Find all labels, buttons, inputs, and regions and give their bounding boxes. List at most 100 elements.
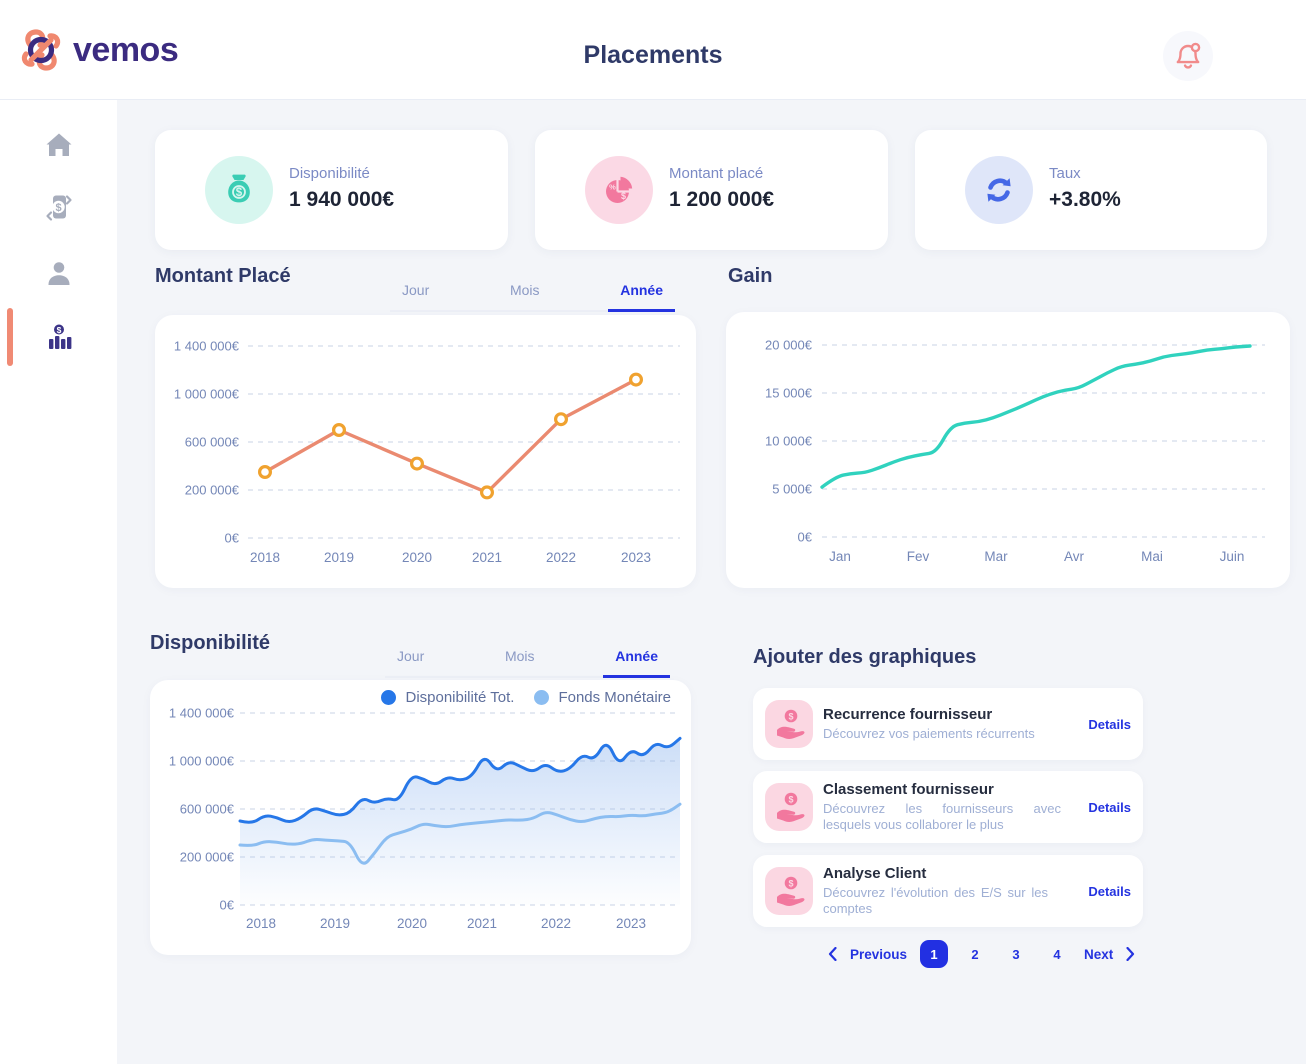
section-title-disponibilite: Disponibilité — [150, 632, 270, 654]
tab-jour[interactable]: Jour — [397, 648, 425, 664]
sidebar: $ $ — [0, 100, 117, 1064]
stat-label: Taux — [1049, 165, 1081, 182]
x-tick-label: 2018 — [246, 916, 276, 931]
add-card-recurrence-fournisseur[interactable]: $ Recurrence fournisseur Découvrez vos p… — [753, 688, 1143, 760]
add-card-analyse-client[interactable]: $ Analyse Client Découvrez l'évolution d… — [753, 855, 1143, 927]
svg-text:%: % — [609, 183, 616, 192]
page-3[interactable]: 3 — [1012, 946, 1020, 962]
x-tick-label: 2023 — [616, 916, 646, 931]
next-button[interactable]: Next — [1084, 946, 1114, 962]
y-tick-label: 600 000€ — [185, 435, 240, 450]
x-tick-label: 2021 — [472, 550, 502, 565]
montant-place-chart-card: 0€ 200 000€ 600 000€ 1 000 000€ 1 400 000€ 20… — [155, 315, 696, 588]
transactions-icon: $ — [45, 195, 72, 221]
data-point-marker — [629, 372, 644, 387]
svg-text:$: $ — [621, 191, 626, 201]
legend-item-fonds-monetaire[interactable]: Fonds Monétaire — [534, 689, 671, 706]
x-tick-label: 2021 — [467, 916, 497, 931]
exchange-icon — [987, 178, 1011, 202]
data-point-marker — [554, 412, 569, 427]
y-tick-label: 0€ — [798, 530, 813, 545]
svg-text:$: $ — [236, 187, 243, 199]
svg-text:$: $ — [788, 712, 793, 722]
stat-icon-circle — [965, 156, 1033, 224]
x-tick-label: Juin — [1220, 549, 1245, 564]
tab-mois[interactable]: Mois — [504, 648, 535, 664]
stat-value: 1 200 000€ — [669, 188, 775, 211]
x-tick-label: Mai — [1141, 549, 1163, 564]
montant-line — [263, 377, 638, 495]
disponibilite-tot-line — [238, 736, 682, 824]
legend-item-disponibilite-tot[interactable]: Disponibilité Tot. — [381, 689, 514, 706]
pie-chart-icon: % $ — [606, 176, 633, 203]
legend-label: Fonds Monétaire — [558, 689, 671, 706]
area-fill — [240, 738, 680, 905]
page-4[interactable]: 4 — [1053, 946, 1061, 962]
sidebar-item-placements[interactable]: $ — [0, 310, 117, 366]
sidebar-item-transactions[interactable]: $ — [0, 180, 117, 236]
svg-text:$: $ — [55, 202, 61, 214]
add-card-description: Découvrez les fournisseurs avec lesquels… — [823, 800, 1061, 832]
sidebar-item-home[interactable] — [0, 117, 117, 173]
brand[interactable]: vemos — [16, 25, 179, 75]
x-tick-label: Mar — [984, 549, 1008, 564]
add-card-title: Classement fournisseur — [823, 780, 994, 798]
x-tick-label: Jan — [829, 549, 851, 564]
x-tick-label: 2022 — [541, 916, 571, 931]
data-point-marker — [332, 422, 347, 437]
stat-value: +3.80% — [1049, 188, 1121, 211]
add-card-description: Découvrez vos paiements récurrents — [823, 725, 1035, 741]
gain-chart-card: 0€ 5 000€ 10 000€ 15 000€ 20 000€ Jan Fev Mar Av… — [726, 312, 1290, 588]
details-link[interactable]: Details — [1088, 883, 1131, 899]
add-card-description: Découvrez l'évolution des E/S sur les co… — [823, 884, 1048, 916]
y-tick-label: 600 000€ — [180, 802, 235, 817]
y-tick-label: 1 400 000€ — [174, 339, 240, 354]
tab-group-disponibilite: Jour Mois Année — [385, 648, 670, 678]
stat-label: Disponibilité — [289, 165, 370, 182]
x-tick-label: Fev — [907, 549, 930, 564]
y-tick-label: 200 000€ — [180, 850, 235, 865]
tab-mois[interactable]: Mois — [509, 282, 540, 298]
y-tick-label: 1 000 000€ — [169, 754, 235, 769]
x-tick-label: 2020 — [397, 916, 427, 931]
stat-icon-circle: $ — [205, 156, 273, 224]
section-title-ajouter: Ajouter des graphiques — [753, 646, 977, 668]
montant-place-chart: 0€ 200 000€ 600 000€ 1 000 000€ 1 400 000€ 20… — [174, 339, 680, 565]
clients-icon — [48, 262, 69, 285]
x-tick-label: 2023 — [621, 550, 651, 565]
details-link[interactable]: Details — [1088, 716, 1131, 732]
chevron-left-icon[interactable] — [828, 947, 837, 961]
previous-button[interactable]: Previous — [850, 946, 908, 962]
y-tick-label: 1 000 000€ — [174, 387, 240, 402]
add-card-classement-fournisseur[interactable]: $ Classement fournisseur Découvrez les f… — [753, 771, 1143, 843]
page-title: Placements — [583, 41, 723, 69]
y-tick-label: 5 000€ — [772, 482, 813, 497]
x-tick-label: Avr — [1064, 549, 1085, 564]
page-2[interactable]: 2 — [971, 946, 979, 962]
section-title-montant-place: Montant Placé — [155, 265, 291, 287]
details-link[interactable]: Details — [1088, 799, 1131, 815]
notifications-button[interactable] — [1163, 31, 1213, 81]
y-tick-label: 200 000€ — [185, 483, 240, 498]
data-point-marker — [480, 485, 495, 500]
hand-coin-icon: $ — [777, 792, 805, 823]
tab-jour[interactable]: Jour — [402, 282, 430, 298]
gain-line — [820, 344, 1252, 489]
hand-coin-icon: $ — [777, 876, 805, 907]
page-1[interactable]: 1 — [920, 940, 949, 968]
svg-text:$: $ — [788, 879, 793, 889]
placements-icon: $ — [48, 324, 71, 349]
add-card-icon: $ — [765, 700, 813, 748]
brand-name: vemos — [73, 30, 179, 69]
sidebar-item-clients[interactable] — [0, 245, 117, 301]
svg-text:$: $ — [56, 325, 61, 335]
tab-annee[interactable]: Année — [608, 282, 675, 312]
bell-icon — [1176, 42, 1201, 69]
stat-card-disponibilite: $ Disponibilité 1 940 000€ — [155, 130, 508, 250]
chevron-right-icon[interactable] — [1126, 947, 1135, 961]
chart-legend: Disponibilité Tot. Fonds Monétaire — [381, 689, 671, 706]
tab-annee[interactable]: Année — [603, 648, 670, 678]
header: vemos Placements — [0, 0, 1306, 100]
y-tick-label: 0€ — [220, 898, 235, 913]
fonds-monetaire-line — [238, 802, 682, 865]
